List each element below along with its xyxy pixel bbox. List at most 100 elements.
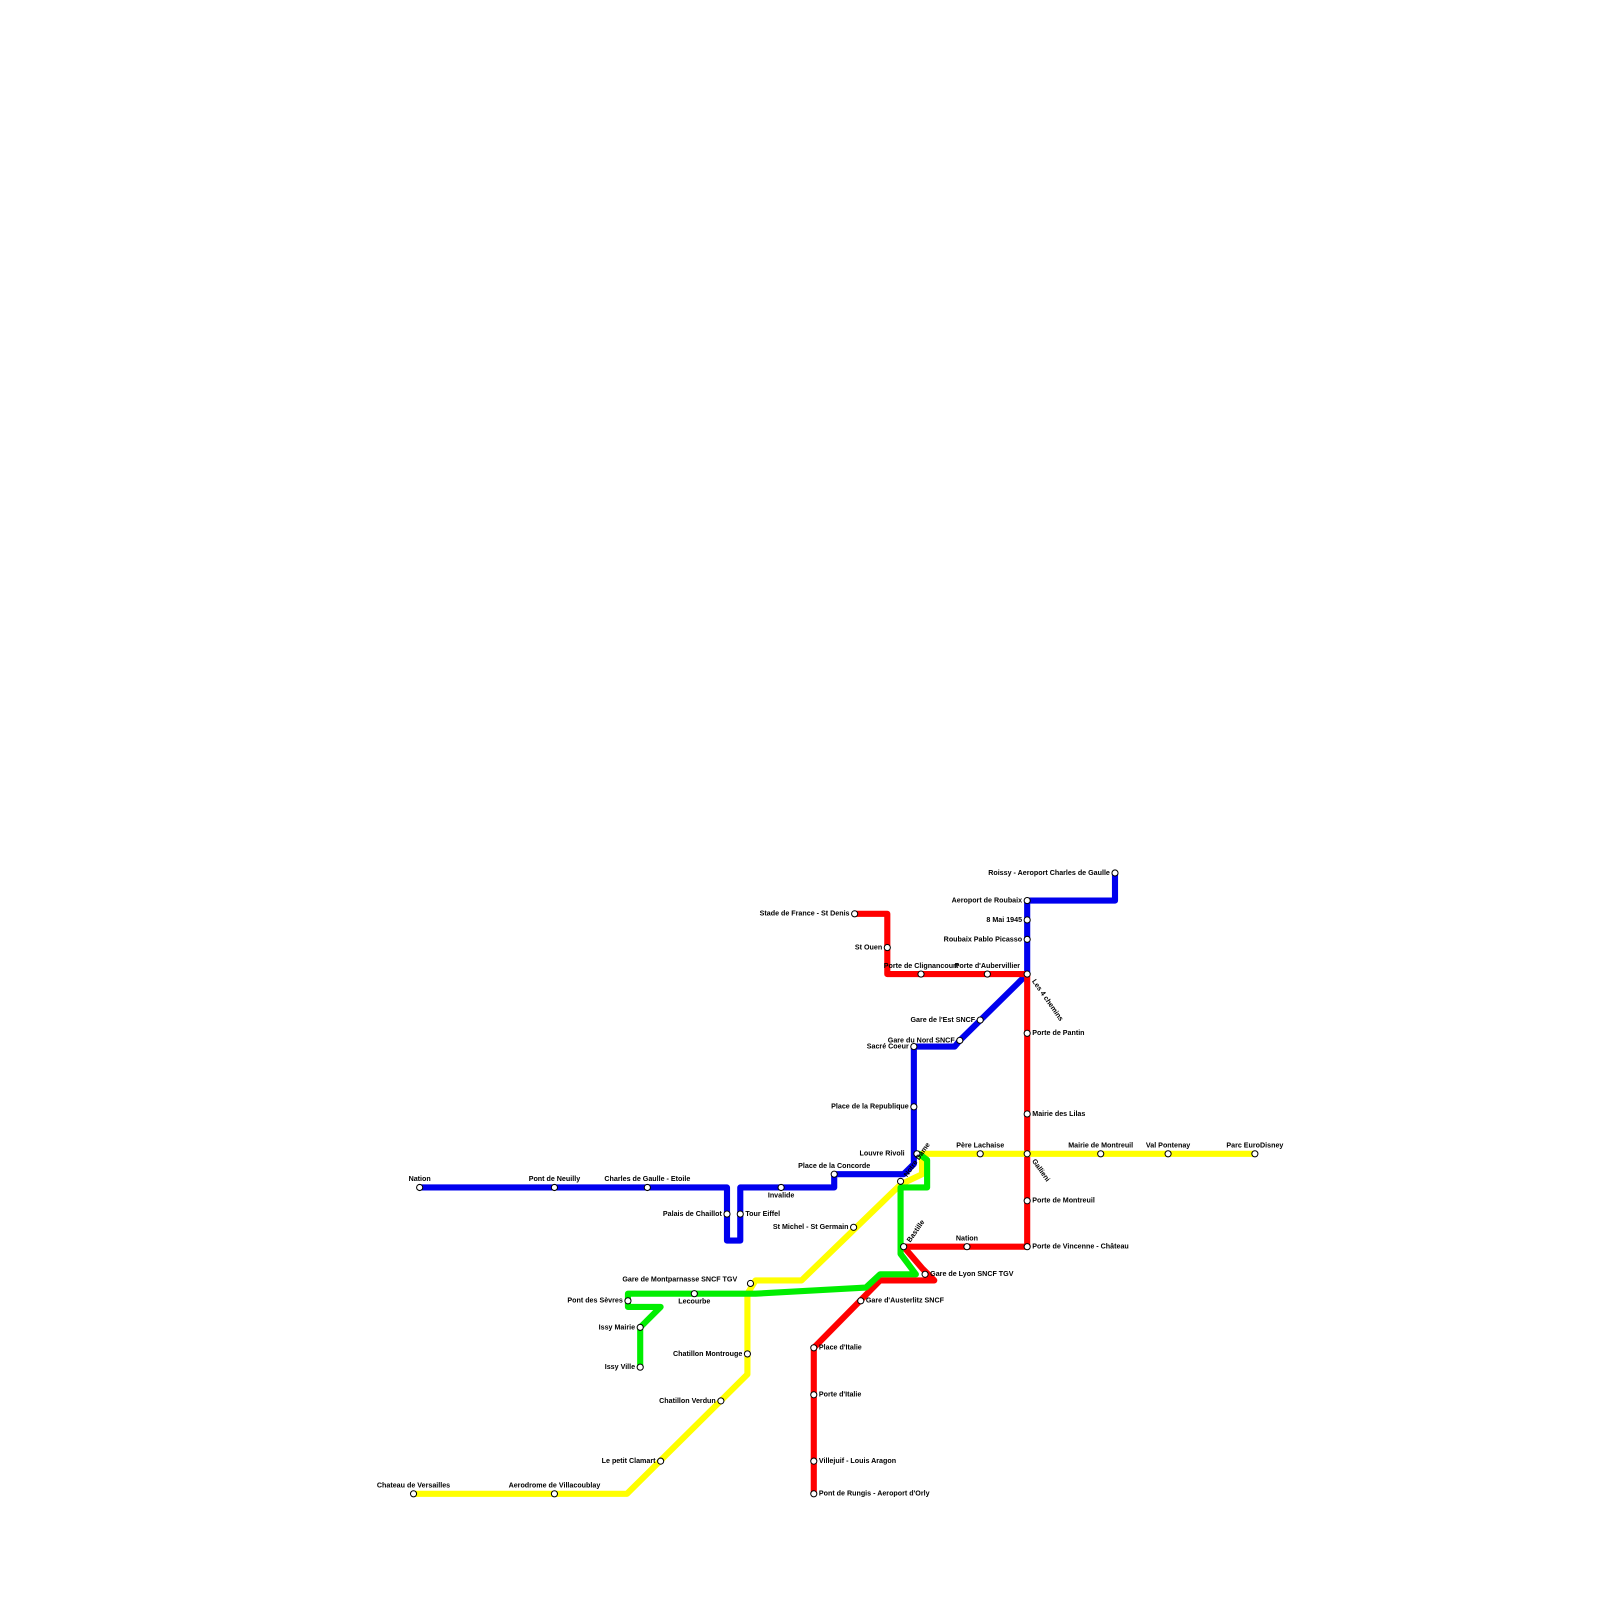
station-label: Mairie des Lilas (1032, 1110, 1085, 1118)
station-label: Place de la Concorde (798, 1162, 870, 1170)
station-label: Le petit Clamart (602, 1457, 656, 1465)
station (643, 1183, 651, 1192)
station-label: Porte de Vincenne - Château (1032, 1243, 1128, 1251)
station (1023, 1029, 1031, 1037)
station-label: Pont des Sèvres (567, 1297, 622, 1305)
station (743, 1350, 751, 1358)
station-label: Val Pontenay (1146, 1142, 1190, 1150)
station (810, 1490, 818, 1498)
station-label: Aeroport de Roubaix (952, 896, 1023, 904)
station (657, 1457, 665, 1465)
station-label: Tour Eiffel (745, 1210, 780, 1218)
station-label: Roissy - Aeroport Charles de Gaulle (988, 869, 1110, 877)
station-label: Issy Ville (605, 1363, 635, 1371)
station-label: Roubaix Pablo Picasso (944, 935, 1023, 943)
stations: Roissy - Aeroport Charles de Gaulle Aerop… (377, 869, 1284, 1498)
station-label: Stade de France - St Denis (760, 910, 850, 918)
station-label: Palais de Chaillot (663, 1210, 723, 1218)
station (636, 1323, 644, 1331)
station (810, 1391, 818, 1399)
station (857, 1297, 865, 1305)
station (1023, 1197, 1031, 1205)
station (1023, 1243, 1031, 1251)
station (1023, 897, 1031, 905)
station (690, 1290, 698, 1298)
station-label: Issy Mairie (599, 1323, 635, 1331)
station-label: Gallieni (1030, 1158, 1051, 1184)
station (717, 1397, 725, 1405)
station (1023, 1150, 1031, 1158)
station-label: Les 4 chemins (1030, 978, 1065, 1023)
station (624, 1297, 632, 1305)
station-label: Sacré Coeur (867, 1042, 909, 1050)
station (976, 1016, 984, 1024)
station (900, 1243, 908, 1251)
station-label: Bastille (905, 1218, 926, 1243)
red-line (810, 910, 1031, 1497)
station-label: Mairie de Montreuil (1068, 1142, 1133, 1150)
station-label: Chatillon Montrouge (673, 1350, 742, 1358)
station-label: Nation (409, 1175, 431, 1183)
station-label: Gare de Lyon SNCF TGV (930, 1270, 1014, 1278)
station-label: Parc EuroDisney (1226, 1142, 1283, 1150)
yellow-line (410, 1150, 1258, 1497)
station (736, 1210, 744, 1218)
station-label: Pont de Rungis - Aeroport d'Orly (819, 1490, 930, 1498)
station (921, 1270, 929, 1278)
station-label: Lecourbe (678, 1298, 710, 1306)
station (550, 1490, 559, 1498)
station-label: Porte de Clignancourt (884, 962, 959, 970)
station-label: Porte d'Italie (819, 1391, 862, 1399)
station (1251, 1150, 1259, 1158)
station (1111, 869, 1119, 877)
station-label: Gare de l'Est SNCF (910, 1016, 975, 1024)
station (1164, 1150, 1172, 1158)
station-label: Chateau de Versailles (377, 1482, 450, 1490)
station (917, 970, 925, 978)
station-label: 8 Mai 1945 (986, 916, 1022, 924)
blue-line (416, 869, 1119, 1244)
station (1023, 935, 1031, 943)
station-label: Place d'Italie (819, 1344, 862, 1352)
station-label: Porte de Montreuil (1032, 1197, 1095, 1205)
station (976, 1150, 984, 1158)
station-label: St Michel - St Germain (773, 1223, 849, 1231)
station-label: Porte de Pantin (1032, 1029, 1084, 1037)
station (746, 1279, 755, 1288)
station-label: Gare du Nord SNCF (888, 1036, 956, 1044)
station (851, 910, 859, 918)
station (963, 1243, 971, 1251)
station-label: Invalide (768, 1192, 795, 1200)
station-label: Aerodrome de Villacoublay (509, 1482, 601, 1490)
station-label: Père Lachaise (956, 1142, 1004, 1150)
station (810, 1457, 818, 1465)
station-label: Pont de Neuilly (529, 1175, 581, 1183)
station (416, 1183, 424, 1192)
station-label: Louvre Rivoli (860, 1150, 905, 1158)
station-label: Villejuif - Louis Aragon (819, 1457, 896, 1465)
station-label: Gare d'Austerlitz SNCF (866, 1297, 945, 1305)
station (1023, 970, 1031, 978)
station (910, 1043, 918, 1051)
station-label: Nation (956, 1234, 978, 1242)
station-label: Gare de Montparnasse SNCF TGV (622, 1275, 737, 1283)
station (723, 1210, 731, 1218)
station (910, 1103, 918, 1111)
green-line (624, 1150, 931, 1371)
station (777, 1183, 785, 1192)
station (636, 1363, 644, 1371)
station (850, 1223, 858, 1231)
station (913, 1150, 921, 1158)
station (409, 1490, 418, 1498)
station (830, 1170, 838, 1178)
station (983, 970, 991, 978)
station-label: St Ouen (855, 943, 882, 951)
station (897, 1177, 905, 1185)
station (550, 1183, 559, 1192)
station-label: Chatillon Verdun (659, 1397, 716, 1405)
station (1023, 916, 1031, 924)
station (1097, 1150, 1105, 1158)
station-label: Place de la Republique (831, 1103, 909, 1111)
station (883, 943, 891, 952)
